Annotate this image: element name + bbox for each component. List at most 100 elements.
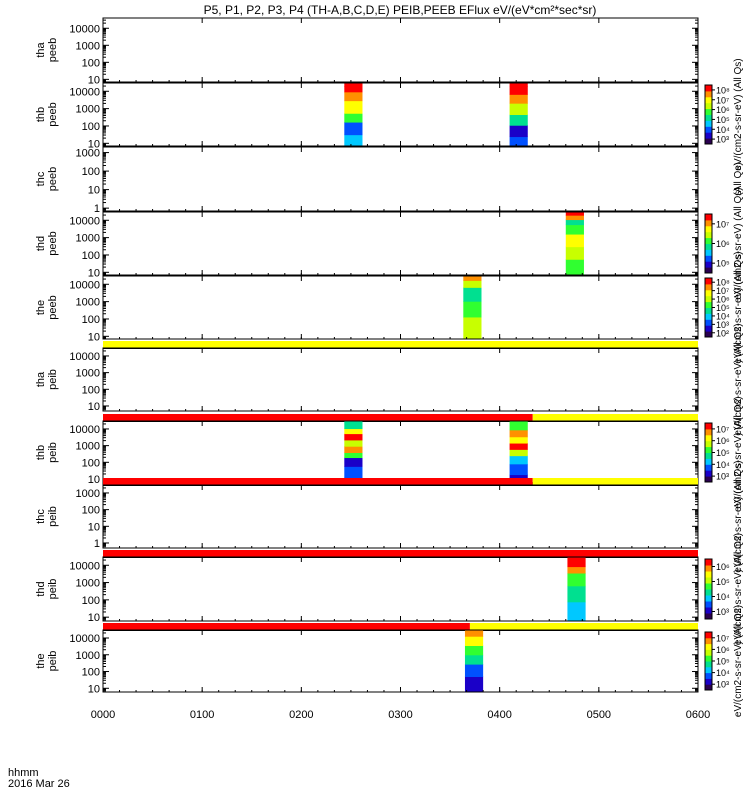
burst-band <box>344 91 363 102</box>
y-tick-label: 100 <box>82 457 100 469</box>
x-label-date: 2016 Mar 26 <box>8 778 70 790</box>
burst-band <box>464 676 484 693</box>
panel-ylabel: thd <box>35 236 47 251</box>
colorbar-segment <box>705 90 712 98</box>
panel-unit-label: eV/(cm2-s-sr-eV) (All Qs) <box>733 396 744 508</box>
colorbar-tick-label: 10³ <box>716 607 729 617</box>
panel-unit-label: eV/(cm2-s-sr-eV) (All Qs) <box>733 533 744 645</box>
panel-ylabel: peib <box>47 442 59 463</box>
panel-ylabel: thd <box>35 581 47 596</box>
colorbar-tick-label: 10⁷ <box>716 424 729 434</box>
burst-band <box>567 585 586 603</box>
y-tick-label: 1 <box>94 203 100 215</box>
colorbar-segment <box>705 325 712 332</box>
colorbar-tick-label: 10⁴ <box>716 592 730 602</box>
y-tick-label: 100 <box>82 667 100 679</box>
colorbar-segment <box>705 319 712 326</box>
colorbar-tick-label: 10⁵ <box>716 448 730 458</box>
flag-bar-the-peib-1 <box>469 623 698 630</box>
colorbar-tick-label: 10⁵ <box>716 577 730 587</box>
time-axis: 0000 0100 0200 0300 0400 0500 0600 <box>91 709 710 721</box>
panel-tha-peeb: 10 100 1000 10000 tha peeb <box>35 17 699 86</box>
y-tick-label: 10000 <box>69 86 100 98</box>
y-tick-label: 10 <box>88 331 100 343</box>
burst-band <box>464 636 484 646</box>
y-tick-label: 100 <box>82 121 100 133</box>
burst-thb-peeb-0 <box>344 83 363 147</box>
burst-thd-peib-0 <box>567 557 586 622</box>
colorbar-segment <box>705 114 712 121</box>
x-tick-label: 0300 <box>388 709 412 721</box>
burst-band <box>509 86 528 95</box>
colorbar-tick-label: 10⁵ <box>716 303 730 313</box>
colorbar-segment <box>705 132 712 139</box>
panel-unit-label: eV/(cm2-s-sr-eV) (All Qs) <box>733 187 744 299</box>
burst-band <box>509 103 528 115</box>
panel-frame-the-peib <box>102 629 699 693</box>
y-tick-label: 1000 <box>76 578 100 590</box>
colorbar-tick-label: 10⁵ <box>716 657 730 667</box>
colorbar-segment <box>705 278 712 285</box>
burst-thd-peeb-0 <box>565 212 584 276</box>
panel-ylabel: peib <box>47 579 59 600</box>
burst-band <box>344 86 363 93</box>
colorbar-tick-label: 10⁷ <box>716 219 729 229</box>
colorbar-tick-label: 10⁵ <box>716 115 730 125</box>
burst-band <box>509 449 528 457</box>
burst-band <box>567 566 586 574</box>
colorbar-segment <box>705 595 712 602</box>
panel-frame-thc-peib <box>102 484 699 549</box>
burst-band <box>509 125 528 138</box>
y-tick-label: 1000 <box>76 233 100 245</box>
y-tick-label: 1 <box>94 538 100 550</box>
colorbar-segment <box>705 649 712 656</box>
colorbar-segment <box>705 126 712 133</box>
colorbar-tick-label: 10³ <box>716 680 729 690</box>
burst-band <box>344 433 363 441</box>
burst-band <box>565 224 584 235</box>
colorbar-segment <box>705 601 712 608</box>
burst-band <box>509 443 528 450</box>
panel-ylabel: tha <box>35 371 47 387</box>
colorbar-tick-label: 10⁷ <box>716 286 729 296</box>
flag-bar-thd-peib-0 <box>103 550 698 557</box>
panel-ylabel: thc <box>35 171 47 186</box>
colorbar-segment <box>705 225 712 233</box>
colorbar-segment <box>705 464 712 471</box>
y-tick-label: 1000 <box>76 40 100 52</box>
colorbar-segment <box>705 237 712 244</box>
y-tick-label: 10 <box>88 185 100 197</box>
y-tick-label: 10000 <box>69 424 100 436</box>
y-tick-label: 10000 <box>69 279 100 291</box>
panel-ylabel: peib <box>47 369 59 390</box>
colorbar-tick-label: 10⁷ <box>716 95 729 105</box>
burst-band <box>509 455 528 465</box>
burst-band <box>344 439 363 447</box>
colorbar-tick-label: 10⁶ <box>716 239 730 249</box>
colorbar-thd-peeb: 10⁵ 10⁶ 10⁷ <box>704 213 730 274</box>
burst-band <box>344 428 363 435</box>
x-tick-label: 0100 <box>190 709 214 721</box>
colorbar-segment <box>705 565 712 572</box>
y-tick-label: 1000 <box>76 297 100 309</box>
colorbar-segment <box>705 643 712 650</box>
figure-title: P5, P1, P2, P3, P4 (TH-A,B,C,D,E) PEIB,P… <box>204 3 597 17</box>
panel-thd-peib: 10 100 1000 10000 thd peib 10³ 10⁴ 10⁵ 10⁶ eV/(cm2… <box>35 533 744 645</box>
burst-band <box>509 463 528 476</box>
y-tick-label: 10 <box>88 683 100 695</box>
colorbar-segment <box>705 655 712 662</box>
burst-band <box>509 436 528 444</box>
colorbar-segment <box>705 476 712 483</box>
colorbar-segment <box>705 672 712 679</box>
panel-frame-tha-peeb <box>102 17 699 83</box>
colorbar-tick-label: 10⁵ <box>716 259 730 269</box>
colorbar-segment <box>705 331 712 338</box>
colorbar-tick-label: 10⁸ <box>716 85 730 95</box>
burst-band <box>344 83 363 87</box>
burst-band <box>567 557 586 568</box>
colorbar-segment <box>705 214 712 221</box>
